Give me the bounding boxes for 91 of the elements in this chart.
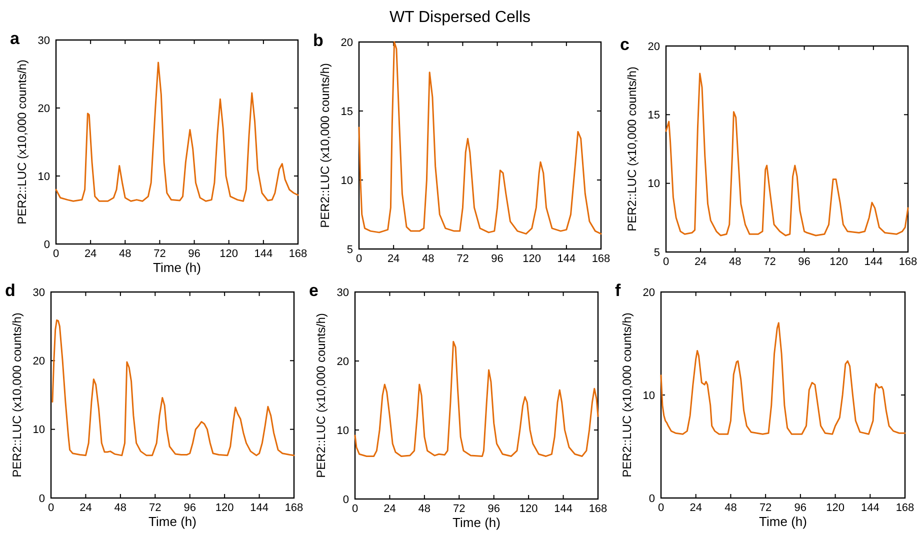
x-tick-label: 0	[662, 256, 670, 268]
y-tick-label: 10	[340, 174, 353, 187]
x-axis-title: Time (h)	[148, 514, 196, 529]
x-tick-label: 144	[254, 248, 273, 260]
x-tick-label: 48	[724, 502, 737, 514]
y-tick-label: 20	[642, 286, 655, 299]
x-tick-label: 72	[154, 248, 166, 260]
x-tick-label: 120	[830, 256, 848, 268]
x-tick-label: 144	[554, 503, 572, 515]
line-series	[660, 322, 906, 435]
y-tick-label: 5	[654, 246, 660, 259]
y-tick-label: 20	[32, 356, 45, 368]
x-tick-label: 72	[149, 502, 162, 514]
y-tick-label: 10	[648, 178, 660, 190]
y-tick-label: 10	[32, 424, 45, 436]
y-axis-title: PER2::LUC (x10,000 counts/h)	[314, 313, 328, 478]
y-axis-title: PER2::LUC (x10,000 counts/h)	[625, 66, 639, 232]
y-tick-label: 10	[642, 390, 655, 402]
x-tick-label: 72	[759, 502, 772, 514]
x-tick-label: 168	[592, 253, 610, 265]
x-tick-label: 48	[114, 502, 127, 514]
x-tick-label: 120	[519, 503, 538, 515]
chart-title: f	[615, 281, 621, 300]
x-tick-label: 168	[284, 502, 304, 514]
y-axis-title: PER2::LUC (x10,000 counts/h)	[10, 312, 24, 478]
x-tick-label: 48	[119, 248, 132, 260]
y-tick-label: 15	[648, 110, 660, 122]
chart-title: a	[10, 29, 20, 48]
y-tick-label: 20	[648, 40, 660, 53]
x-tick-label: 24	[690, 502, 702, 514]
chart-title: e	[309, 281, 318, 300]
y-tick-label: 0	[38, 492, 45, 505]
x-tick-label: 0	[356, 253, 362, 265]
y-tick-label: 5	[346, 244, 353, 256]
line-series	[358, 41, 602, 235]
line-series	[354, 340, 599, 457]
y-tick-label: 30	[38, 34, 50, 47]
x-tick-label: 168	[588, 503, 608, 515]
x-tick-label: 96	[488, 503, 500, 515]
x-tick-label: 0	[52, 248, 60, 260]
x-tick-label: 72	[764, 256, 776, 268]
x-tick-label: 144	[860, 502, 880, 514]
text: WT Dispersed Cells	[389, 9, 531, 26]
y-tick-label: 0	[342, 494, 349, 506]
x-tick-label: 120	[826, 502, 844, 514]
y-tick-label: 10	[336, 424, 349, 437]
x-tick-label: 144	[864, 256, 883, 268]
x-tick-label: 24	[80, 502, 92, 514]
x-tick-label: 120	[220, 248, 238, 260]
x-tick-label: 120	[522, 253, 542, 265]
y-tick-label: 30	[32, 286, 45, 299]
chart-title: d	[5, 281, 16, 300]
x-tick-label: 72	[453, 503, 466, 515]
y-tick-label: 20	[38, 102, 50, 115]
x-tick-label: 48	[729, 256, 742, 268]
x-tick-label: 24	[387, 253, 400, 265]
x-tick-label: 168	[898, 256, 918, 268]
y-axis-title: PER2::LUC (x10,000 counts/h)	[15, 60, 29, 224]
chart-title: b	[313, 31, 324, 50]
x-tick-label: 168	[288, 248, 308, 260]
x-tick-label: 48	[418, 503, 431, 515]
y-tick-label: 15	[340, 106, 353, 118]
x-tick-label: 72	[456, 253, 469, 265]
line-series	[55, 62, 299, 202]
chart-title: c	[620, 35, 630, 54]
x-tick-label: 48	[422, 253, 434, 265]
x-tick-label: 144	[557, 253, 576, 265]
x-tick-label: 96	[798, 256, 810, 268]
x-tick-label: 96	[188, 248, 200, 260]
x-tick-label: 96	[184, 502, 196, 514]
y-axis-title: PER2::LUC (x10,000 counts/h)	[620, 312, 634, 478]
x-axis-title: Time (h)	[153, 260, 201, 275]
y-tick-label: 10	[38, 170, 50, 183]
x-tick-label: 24	[694, 256, 707, 268]
y-axis-title: PER2::LUC (x10,000 counts/h)	[318, 63, 332, 228]
x-tick-label: 96	[794, 502, 807, 514]
y-tick-label: 0	[648, 492, 655, 505]
line-series	[52, 319, 295, 456]
x-tick-label: 144	[250, 502, 268, 514]
x-axis-title: Time (h)	[452, 515, 500, 530]
x-tick-label: 96	[491, 253, 504, 265]
y-tick-label: 20	[340, 36, 353, 49]
x-tick-label: 24	[384, 503, 396, 515]
x-tick-label: 24	[84, 248, 97, 260]
line-series	[665, 72, 909, 236]
x-tick-label: 120	[215, 502, 234, 514]
y-tick-label: 30	[336, 286, 349, 299]
y-tick-label: 0	[44, 238, 50, 251]
x-axis-title: Time (h)	[759, 514, 807, 529]
y-tick-label: 20	[336, 356, 349, 368]
x-tick-label: 168	[896, 502, 914, 514]
